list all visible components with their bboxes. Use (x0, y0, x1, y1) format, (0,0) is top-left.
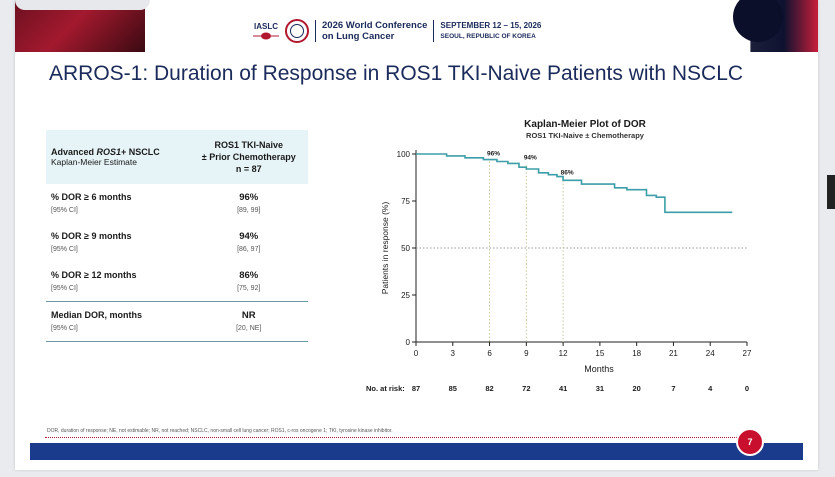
row-ci: [75, 92] (237, 284, 261, 292)
dor-table: Advanced ROS1+ NSCLC Kaplan-Meier Estima… (46, 130, 308, 342)
y-axis-label: Patients in response (%) (380, 202, 390, 295)
header-left-line2: Kaplan-Meier Estimate (51, 157, 137, 167)
x-tick-label: 24 (706, 349, 715, 358)
iaslc-logo: IASLC (253, 22, 279, 40)
x-tick-label: 12 (559, 349, 568, 358)
chart-title: Kaplan-Meier Plot of DOR (524, 119, 646, 130)
window-overlay (15, 0, 150, 10)
conference-name-line1: 2026 World Conference (322, 20, 428, 31)
conference-name: 2026 World Conference on Lung Cancer (315, 20, 427, 42)
footer-bar (30, 443, 803, 460)
table-row: % DOR ≥ 9 months [95% CI] 94% [86, 97] (46, 223, 308, 262)
row-ci: [89, 99] (237, 206, 261, 214)
conference-seal-icon (285, 19, 309, 43)
x-tick-label: 27 (743, 349, 752, 358)
header-left-line1: Advanced ROS1+ NSCLC (51, 147, 160, 157)
chart-subtitle: ROS1 TKI-Naive ± Chemotherapy (526, 131, 645, 140)
row-value: 96% (239, 191, 259, 203)
page-number: 7 (736, 428, 764, 456)
row-label: % DOR ≥ 6 months (51, 191, 132, 202)
at-risk-value: 85 (449, 384, 457, 393)
conference-dates: SEPTEMBER 12 – 15, 2026 SEOUL, REPUBLIC … (433, 20, 541, 42)
y-tick-label: 25 (401, 291, 410, 300)
row-ci-label: [95% CI] (51, 206, 78, 214)
at-risk-value: 31 (596, 384, 604, 393)
at-risk-value: 20 (632, 384, 640, 393)
row-value: NR (241, 309, 256, 321)
conference-date-range: SEPTEMBER 12 – 15, 2026 (440, 21, 542, 30)
row-label: % DOR ≥ 12 months (51, 269, 137, 280)
row-ci: [20, NE] (236, 324, 262, 332)
at-risk-value: 7 (671, 384, 675, 393)
at-risk-value: 41 (559, 384, 567, 393)
x-tick-label: 21 (669, 349, 678, 358)
x-tick-label: 15 (595, 349, 604, 358)
table-row: Median DOR, months [95% CI] NR [20, NE] (46, 301, 308, 342)
footnote: DOR, duration of response; NE, not estim… (47, 428, 393, 434)
table-header-right: ROS1 TKI-Naive ± Prior Chemotherapy n = … (189, 130, 308, 184)
slide-title: ARROS-1: Duration of Response in ROS1 TK… (49, 62, 744, 85)
row-label: % DOR ≥ 9 months (51, 230, 132, 241)
at-risk-label: No. at risk: (366, 384, 405, 393)
iaslc-text: IASLC (254, 22, 278, 31)
conference-location: SEOUL, REPUBLIC OF KOREA (440, 33, 536, 40)
footer-divider (45, 437, 755, 438)
at-risk-value: 4 (708, 384, 713, 393)
row-ci: [86, 97] (237, 245, 261, 253)
x-tick-label: 18 (632, 349, 641, 358)
header-right-line2: ± Prior Chemotherapy (201, 152, 296, 162)
y-tick-label: 75 (401, 197, 410, 206)
table-header-row: Advanced ROS1+ NSCLC Kaplan-Meier Estima… (46, 130, 308, 184)
header-right-line3: n = 87 (235, 164, 262, 174)
km-chart: Kaplan-Meier Plot of DOR ROS1 TKI-Naive … (366, 119, 752, 393)
landmark-label: 96% (487, 151, 500, 158)
at-risk-value: 0 (745, 384, 749, 393)
x-tick-label: 6 (487, 349, 492, 358)
at-risk-value: 82 (485, 384, 493, 393)
y-tick-label: 50 (401, 244, 410, 253)
row-ci-label: [95% CI] (51, 245, 78, 253)
x-tick-label: 3 (451, 349, 456, 358)
x-tick-label: 0 (414, 349, 419, 358)
landmark-label: 94% (524, 154, 537, 161)
conference-header: IASLC 2026 World Conference on Lung Canc… (253, 15, 541, 47)
y-tick-label: 0 (406, 338, 411, 347)
row-value: 94% (239, 230, 259, 242)
table-header-left: Advanced ROS1+ NSCLC Kaplan-Meier Estima… (46, 130, 190, 184)
at-risk-value: 72 (522, 384, 530, 393)
x-axis-label: Months (584, 364, 614, 374)
table-row: % DOR ≥ 6 months [95% CI] 96% [89, 99] (46, 184, 308, 223)
km-survival-curve (416, 153, 733, 214)
y-tick-label: 100 (397, 150, 411, 159)
row-ci-label: [95% CI] (51, 284, 78, 292)
row-value: 86% (239, 269, 259, 281)
table-row: % DOR ≥ 12 months [95% CI] 86% [75, 92] (46, 262, 308, 302)
side-tab (827, 175, 835, 209)
x-tick-label: 9 (524, 349, 529, 358)
conference-name-line2: on Lung Cancer (322, 31, 395, 42)
row-label: Median DOR, months (51, 309, 143, 320)
header-right-line1: ROS1 TKI-Naive (214, 140, 284, 150)
landmark-label: 86% (561, 169, 574, 176)
decorative-circle (733, 0, 783, 42)
row-ci-label: [95% CI] (51, 324, 78, 332)
at-risk-value: 87 (412, 384, 420, 393)
lung-icon (253, 32, 279, 40)
